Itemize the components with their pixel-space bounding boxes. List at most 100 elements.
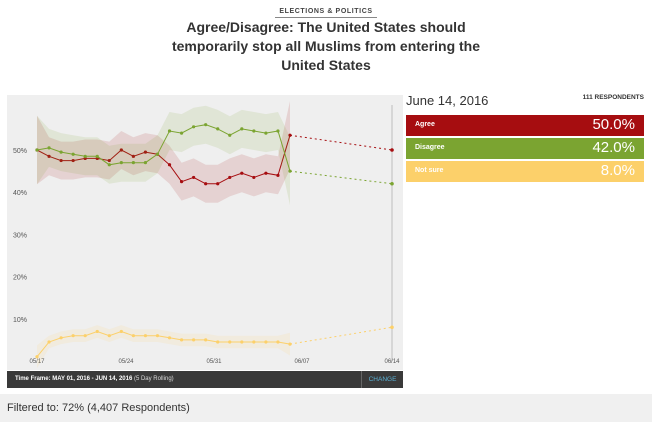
data-point[interactable] [240, 340, 244, 344]
result-value: 50.0% [592, 116, 635, 133]
time-frame: Time Frame: MAY 01, 2016 - JUN 14, 2016 … [15, 376, 174, 382]
change-button[interactable]: CHANGE [361, 371, 403, 388]
data-point[interactable] [216, 340, 220, 344]
data-point[interactable] [179, 131, 184, 135]
data-point[interactable] [264, 131, 268, 135]
y-tick-label: 50% [13, 148, 27, 155]
confidence-band [37, 101, 290, 203]
data-point[interactable] [179, 180, 184, 184]
data-point[interactable] [204, 123, 208, 127]
data-point[interactable] [240, 171, 244, 175]
x-tick-label: 05/24 [118, 359, 134, 365]
y-tick-label: 20% [13, 275, 27, 282]
filter-bar: Filtered to: 72% (4,407 Respondents) [0, 394, 652, 422]
result-label: Agree [415, 121, 435, 128]
series-line [36, 124, 291, 172]
data-point[interactable] [167, 163, 172, 167]
section-tag[interactable]: ELECTIONS & POLITICS [275, 7, 377, 18]
data-point[interactable] [276, 129, 280, 133]
data-point[interactable] [228, 133, 232, 137]
data-point[interactable] [107, 158, 111, 163]
data-point[interactable] [228, 175, 232, 180]
data-point[interactable] [59, 150, 63, 154]
data-point[interactable] [131, 154, 135, 158]
section-tag-wrapper: ELECTIONS & POLITICS [0, 0, 652, 18]
data-point[interactable] [83, 154, 87, 158]
result-value: 42.0% [592, 139, 635, 156]
filter-text: Filtered to: 72% (4,407 Respondents) [7, 402, 190, 414]
latest-point[interactable] [390, 181, 394, 186]
y-tick-label: 30% [13, 232, 27, 239]
data-point[interactable] [167, 336, 172, 340]
data-point[interactable] [35, 355, 39, 359]
data-point[interactable] [71, 158, 75, 163]
data-point[interactable] [216, 182, 220, 186]
data-point[interactable] [47, 340, 51, 344]
x-tick-label: 05/17 [29, 359, 45, 365]
latest-point[interactable] [390, 148, 394, 152]
data-point[interactable] [107, 163, 111, 167]
data-point[interactable] [204, 182, 208, 186]
data-point[interactable] [71, 152, 75, 156]
result-label: Not sure [415, 167, 444, 174]
data-point[interactable] [228, 340, 232, 344]
page-title: Agree/Disagree: The United States should… [171, 19, 481, 73]
data-point[interactable] [47, 146, 51, 150]
y-tick-label: 40% [13, 190, 27, 197]
data-point[interactable] [59, 336, 63, 340]
data-point[interactable] [47, 154, 51, 158]
data-point[interactable] [216, 127, 220, 131]
confidence-band [37, 105, 290, 206]
x-tick-label: 05/31 [206, 359, 222, 365]
data-point[interactable] [264, 171, 268, 175]
data-point[interactable] [119, 329, 123, 334]
data-point[interactable] [276, 173, 280, 177]
data-point[interactable] [179, 338, 184, 342]
result-row-agree: Agree 50.0% [406, 115, 644, 136]
data-point[interactable] [143, 161, 148, 165]
time-frame-bar: Time Frame: MAY 01, 2016 - JUN 14, 2016 … [7, 371, 403, 388]
result-label: Disagree [415, 144, 445, 151]
data-point[interactable] [83, 334, 87, 338]
result-row-disagree: Disagree 42.0% [406, 138, 644, 159]
data-point[interactable] [95, 154, 99, 158]
data-point[interactable] [276, 340, 280, 344]
x-tick-label: 06/07 [294, 359, 310, 365]
data-point[interactable] [35, 148, 39, 152]
data-point[interactable] [264, 340, 268, 344]
x-tick-label: 06/14 [384, 359, 400, 365]
trend-tail [289, 326, 393, 345]
series-line [36, 135, 291, 185]
data-point[interactable] [240, 127, 244, 131]
data-point[interactable] [192, 338, 196, 342]
data-point[interactable] [252, 340, 256, 344]
data-point[interactable] [155, 152, 160, 156]
chart-area: 10% 20% 30% 40% 50% 05/17 05/24 05/31 06/07 06/14 [7, 95, 403, 370]
data-point[interactable] [131, 334, 135, 338]
result-row-not-sure: Not sure 8.0% [406, 161, 644, 182]
latest-point[interactable] [390, 325, 394, 330]
data-point[interactable] [252, 129, 256, 133]
respondents-count: 111 RESPONDENTS [582, 94, 644, 101]
data-point[interactable] [119, 148, 123, 152]
data-point[interactable] [143, 150, 148, 154]
data-point[interactable] [59, 158, 63, 163]
line-chart: 10% 20% 30% 40% 50% 05/17 05/24 05/31 06/07 06/14 [13, 101, 400, 369]
data-point[interactable] [192, 175, 196, 180]
panel-date: June 14, 2016 [406, 93, 489, 108]
data-point[interactable] [192, 125, 196, 129]
data-point[interactable] [143, 334, 148, 338]
data-point[interactable] [252, 175, 256, 180]
data-point[interactable] [131, 161, 135, 165]
data-point[interactable] [119, 161, 123, 165]
data-point[interactable] [71, 334, 75, 338]
time-frame-text: Time Frame: MAY 01, 2016 - JUN 14, 2016 [15, 376, 133, 382]
data-point[interactable] [107, 334, 111, 338]
data-point[interactable] [95, 329, 99, 334]
data-point[interactable] [167, 129, 172, 133]
result-value: 8.0% [600, 162, 635, 179]
y-tick-label: 10% [13, 317, 27, 324]
rolling-note: (5 Day Rolling) [133, 376, 174, 382]
data-point[interactable] [204, 338, 208, 342]
data-point[interactable] [155, 334, 160, 338]
